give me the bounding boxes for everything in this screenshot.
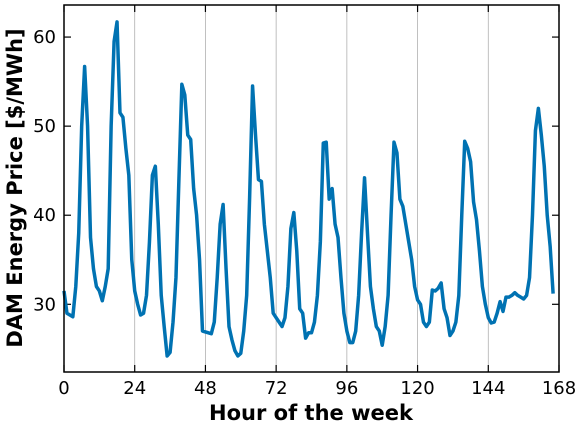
y-tick-label: 60 xyxy=(33,27,56,48)
y-tick-label: 30 xyxy=(33,294,56,315)
data-line xyxy=(62,20,555,358)
x-tick-label: 72 xyxy=(265,378,288,399)
x-tick-label: 0 xyxy=(58,378,69,399)
y-tick-label: 40 xyxy=(33,205,56,226)
x-tick-label: 144 xyxy=(471,378,505,399)
x-axis-label: Hour of the week xyxy=(209,401,414,425)
x-tick-label: 48 xyxy=(194,378,217,399)
y-axis-label: DAM Energy Price [$/MWh] xyxy=(3,28,27,347)
y-tick-label: 50 xyxy=(33,116,56,137)
x-tick-label: 120 xyxy=(400,378,434,399)
x-tick-label: 24 xyxy=(123,378,146,399)
plot-frame xyxy=(63,4,560,373)
x-tick-label: 96 xyxy=(335,378,358,399)
x-tick-label: 168 xyxy=(542,378,576,399)
